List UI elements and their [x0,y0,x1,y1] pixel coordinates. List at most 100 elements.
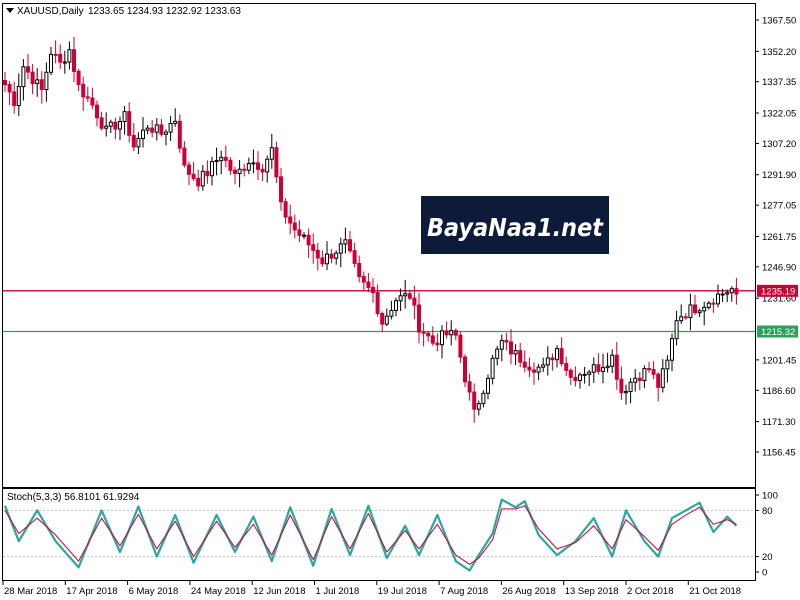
candle-body [12,91,17,107]
candle [665,355,670,383]
candle [412,285,417,320]
candle [463,354,467,387]
candle-body [518,350,523,363]
candle [481,390,486,408]
candle [90,87,95,110]
x-tick-label: 6 May 2018 [129,586,179,597]
candle [375,284,380,317]
candle [242,163,247,177]
candle-body [426,332,431,337]
candle-body [205,170,210,177]
candle [99,111,104,131]
candle-body [62,61,67,64]
candle-body [435,342,440,346]
candle-body [444,330,449,336]
candle [476,400,481,416]
watermark-logo: BayaNaa1.net [421,196,609,254]
candle-body [619,378,624,394]
candle-body [637,377,642,381]
candle-body [412,297,417,306]
candle [348,231,352,254]
candle [320,250,325,267]
candle-body [154,124,159,133]
candle-body [536,366,541,373]
candle [361,271,366,291]
y-tick-label: 1307.20 [762,139,796,150]
candle-body [182,147,187,166]
candle-body [251,162,256,165]
candle [53,40,58,64]
candle-body [237,168,242,174]
y-tick-label: 1246.90 [762,262,796,273]
candle-body [665,359,670,370]
candle [228,157,233,175]
candle [651,361,656,380]
candle-body [85,96,90,99]
candle-body [150,127,155,133]
candle [605,352,610,373]
candle-body [104,125,109,129]
candle [679,304,684,324]
stochastic-y-tick-label: 20 [762,552,773,563]
x-tick-label: 13 Sep 2018 [565,586,619,597]
candle [113,117,118,140]
candle [39,71,44,104]
candle [325,241,329,271]
candle-body [283,201,288,218]
candle [256,151,260,181]
candle-body [591,364,596,373]
candle-body [3,80,7,86]
candle-body [7,84,12,93]
candle-body [49,53,53,73]
candle [697,308,702,318]
candle [453,328,458,341]
candle [141,117,145,148]
candle-body [706,302,711,308]
candle [398,288,403,311]
candle-body [99,117,104,129]
candle-body [660,368,665,388]
candle-body [320,257,325,265]
candle-body [476,403,481,410]
candle-body [394,300,398,311]
candle [628,378,633,404]
candle [168,115,173,141]
candle [122,105,127,135]
stochastic-signal-line [4,505,737,565]
candle [472,383,477,423]
candle [449,320,454,346]
candle-body [269,147,274,160]
candle-body [302,234,306,237]
candle-body [504,339,509,343]
candle-body [361,276,366,283]
watermark-text: BayaNaa1.net [427,213,604,242]
candle-body [430,335,435,344]
y-tick-label: 1352.20 [762,47,796,58]
candle [173,108,178,127]
candle [108,119,113,133]
candle-body [39,79,44,91]
candle [637,371,642,391]
candle [302,232,306,240]
candle-body [380,312,385,325]
candle [371,278,375,303]
candle-body [325,253,329,265]
candle-body [472,391,477,410]
candle [306,228,311,259]
candle [706,300,711,310]
candle-body [136,137,141,148]
candle-body [30,71,35,85]
candle [435,333,440,352]
candle-body [352,250,357,264]
candle [85,86,90,103]
candle [21,59,26,101]
candle [467,373,472,401]
dropdown-triangle-icon[interactable] [6,8,14,13]
candle-body [81,83,86,98]
candle [490,354,495,385]
candle-body [651,369,656,375]
y-tick-label: 1322.05 [762,109,796,120]
candle-body [729,288,734,294]
candle-body [564,363,569,371]
